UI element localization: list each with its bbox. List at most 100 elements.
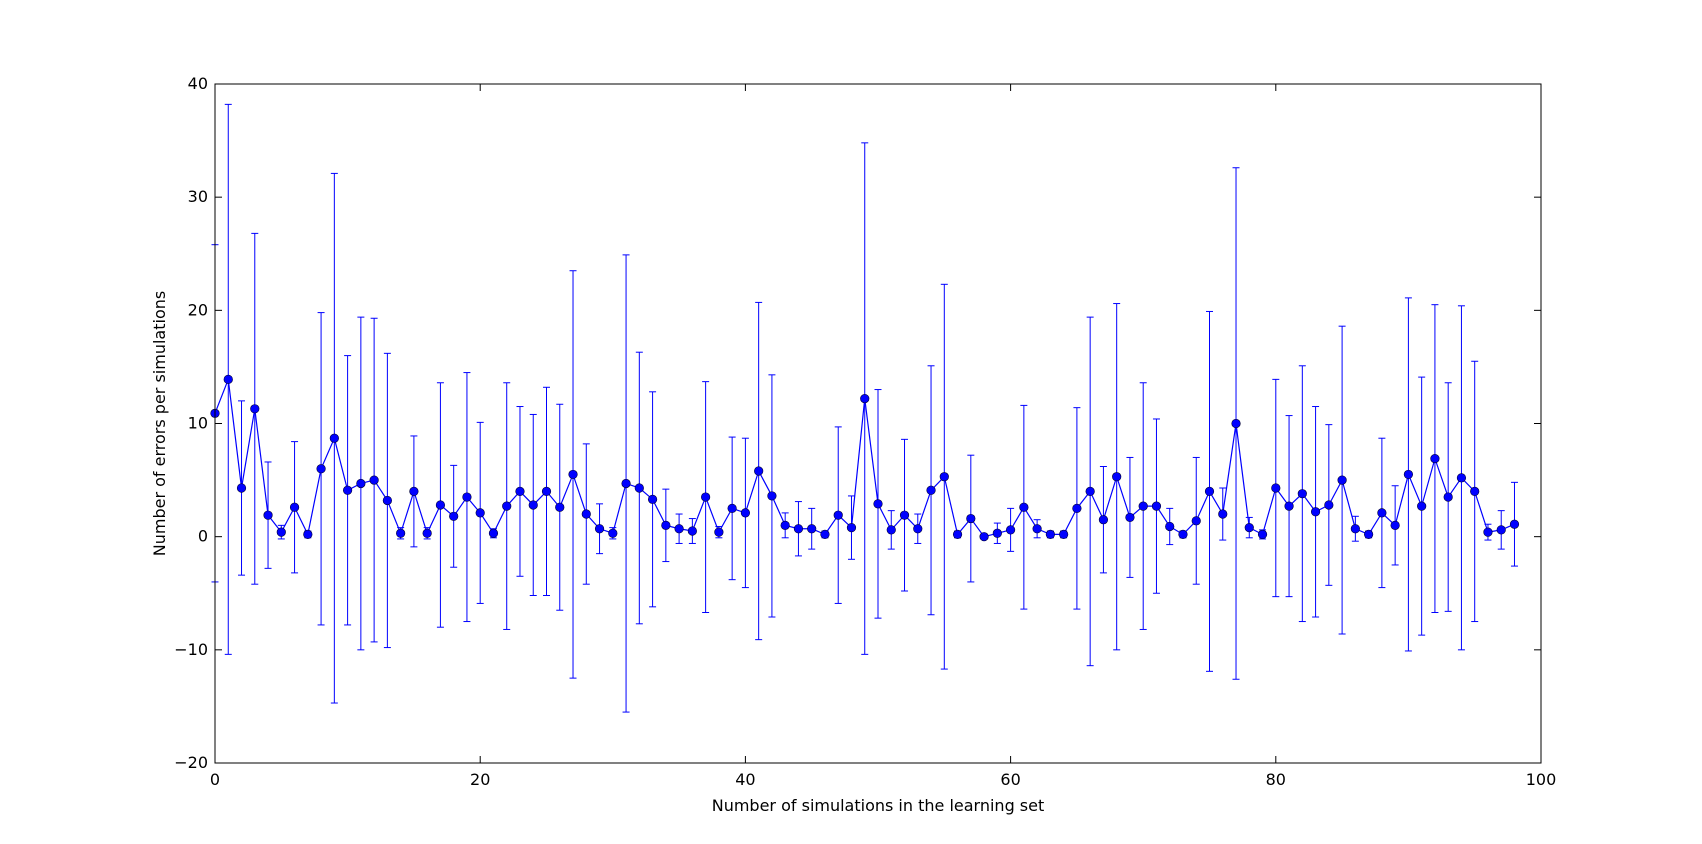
- data-point: [289, 502, 300, 512]
- data-point: [807, 524, 817, 534]
- data-point: [926, 485, 936, 495]
- y-tick-label: 0: [198, 527, 208, 546]
- data-point: [1005, 525, 1016, 535]
- data-point: [1218, 509, 1228, 519]
- data-point: [1496, 525, 1506, 535]
- data-point: [409, 486, 419, 497]
- data-point: [396, 528, 406, 538]
- data-point: [223, 374, 233, 384]
- data-marks-layer: [210, 103, 1520, 713]
- data-point: [1085, 486, 1095, 497]
- data-point: [1324, 500, 1334, 510]
- data-point: [860, 394, 870, 404]
- data-point: [528, 500, 538, 510]
- x-tick-label: 100: [1526, 770, 1557, 789]
- data-point: [435, 500, 446, 510]
- data-point: [1417, 501, 1427, 511]
- data-point: [608, 528, 618, 538]
- data-point: [1297, 489, 1307, 499]
- x-tick-label: 60: [1000, 770, 1020, 789]
- data-point: [1509, 519, 1520, 529]
- y-tick-label: 20: [188, 300, 208, 319]
- data-point: [449, 511, 459, 521]
- data-point: [886, 525, 896, 535]
- data-point: [634, 483, 644, 493]
- data-point: [541, 486, 552, 497]
- data-point: [502, 501, 512, 511]
- data-point: [1390, 520, 1400, 530]
- data-point: [555, 502, 565, 512]
- data-point: [369, 475, 379, 485]
- data-point: [1377, 508, 1387, 518]
- data-point: [1072, 503, 1082, 513]
- data-point: [1257, 529, 1268, 540]
- data-point: [701, 492, 711, 502]
- data-point: [1191, 516, 1201, 526]
- data-point: [343, 485, 353, 495]
- data-point: [594, 524, 605, 534]
- data-point: [1443, 492, 1453, 502]
- data-point: [1178, 529, 1188, 540]
- data-point: [263, 510, 273, 520]
- data-point: [382, 495, 392, 506]
- y-tick-label: −20: [174, 753, 208, 772]
- y-tick-label: −10: [174, 640, 208, 659]
- data-point: [1430, 453, 1440, 464]
- x-axis-title: Number of simulations in the learning se…: [712, 796, 1045, 815]
- data-point: [1204, 486, 1215, 497]
- data-point: [515, 486, 525, 497]
- data-point: [793, 524, 804, 534]
- y-tick-label: 40: [188, 74, 208, 93]
- data-point: [250, 404, 260, 414]
- data-point: [1165, 521, 1175, 532]
- data-point: [939, 472, 949, 482]
- data-point: [1364, 529, 1374, 540]
- y-axis-title: Number of errors per simulations: [150, 291, 169, 556]
- data-point: [1244, 523, 1254, 533]
- data-point: [1403, 469, 1413, 480]
- data-point: [1483, 527, 1493, 537]
- data-point: [846, 523, 857, 533]
- data-point: [740, 508, 751, 518]
- series-group: [210, 103, 1520, 713]
- data-point: [913, 524, 923, 534]
- data-point: [966, 513, 976, 524]
- data-point: [979, 532, 989, 542]
- data-point: [1138, 501, 1148, 511]
- data-point: [1151, 501, 1162, 511]
- data-point: [899, 510, 910, 520]
- data-point: [621, 478, 631, 489]
- data-point: [1059, 529, 1069, 540]
- data-point: [236, 483, 247, 493]
- data-point: [1112, 472, 1122, 482]
- data-point: [873, 499, 883, 509]
- data-point: [1456, 473, 1467, 483]
- data-point: [820, 529, 830, 540]
- data-point: [1032, 524, 1042, 534]
- x-tick-label: 40: [735, 770, 755, 789]
- data-point: [356, 478, 366, 489]
- data-point: [952, 529, 963, 540]
- data-point: [1284, 501, 1294, 511]
- data-point: [833, 510, 843, 520]
- data-point: [1470, 486, 1480, 497]
- data-point: [488, 528, 499, 538]
- data-point: [568, 469, 578, 480]
- data-point: [1125, 512, 1135, 523]
- data-point: [1271, 483, 1281, 493]
- data-point: [780, 520, 790, 530]
- x-tick-label: 80: [1266, 770, 1286, 789]
- data-point: [1045, 529, 1055, 540]
- data-point: [674, 524, 684, 534]
- data-point: [661, 520, 671, 530]
- data-point: [475, 508, 485, 518]
- data-point: [992, 528, 1002, 538]
- data-point: [687, 526, 697, 536]
- y-tick-label: 10: [188, 414, 208, 433]
- data-point: [1019, 502, 1029, 512]
- data-point: [303, 529, 313, 540]
- data-point: [276, 527, 286, 537]
- data-point: [1231, 418, 1241, 429]
- data-point: [1098, 515, 1109, 525]
